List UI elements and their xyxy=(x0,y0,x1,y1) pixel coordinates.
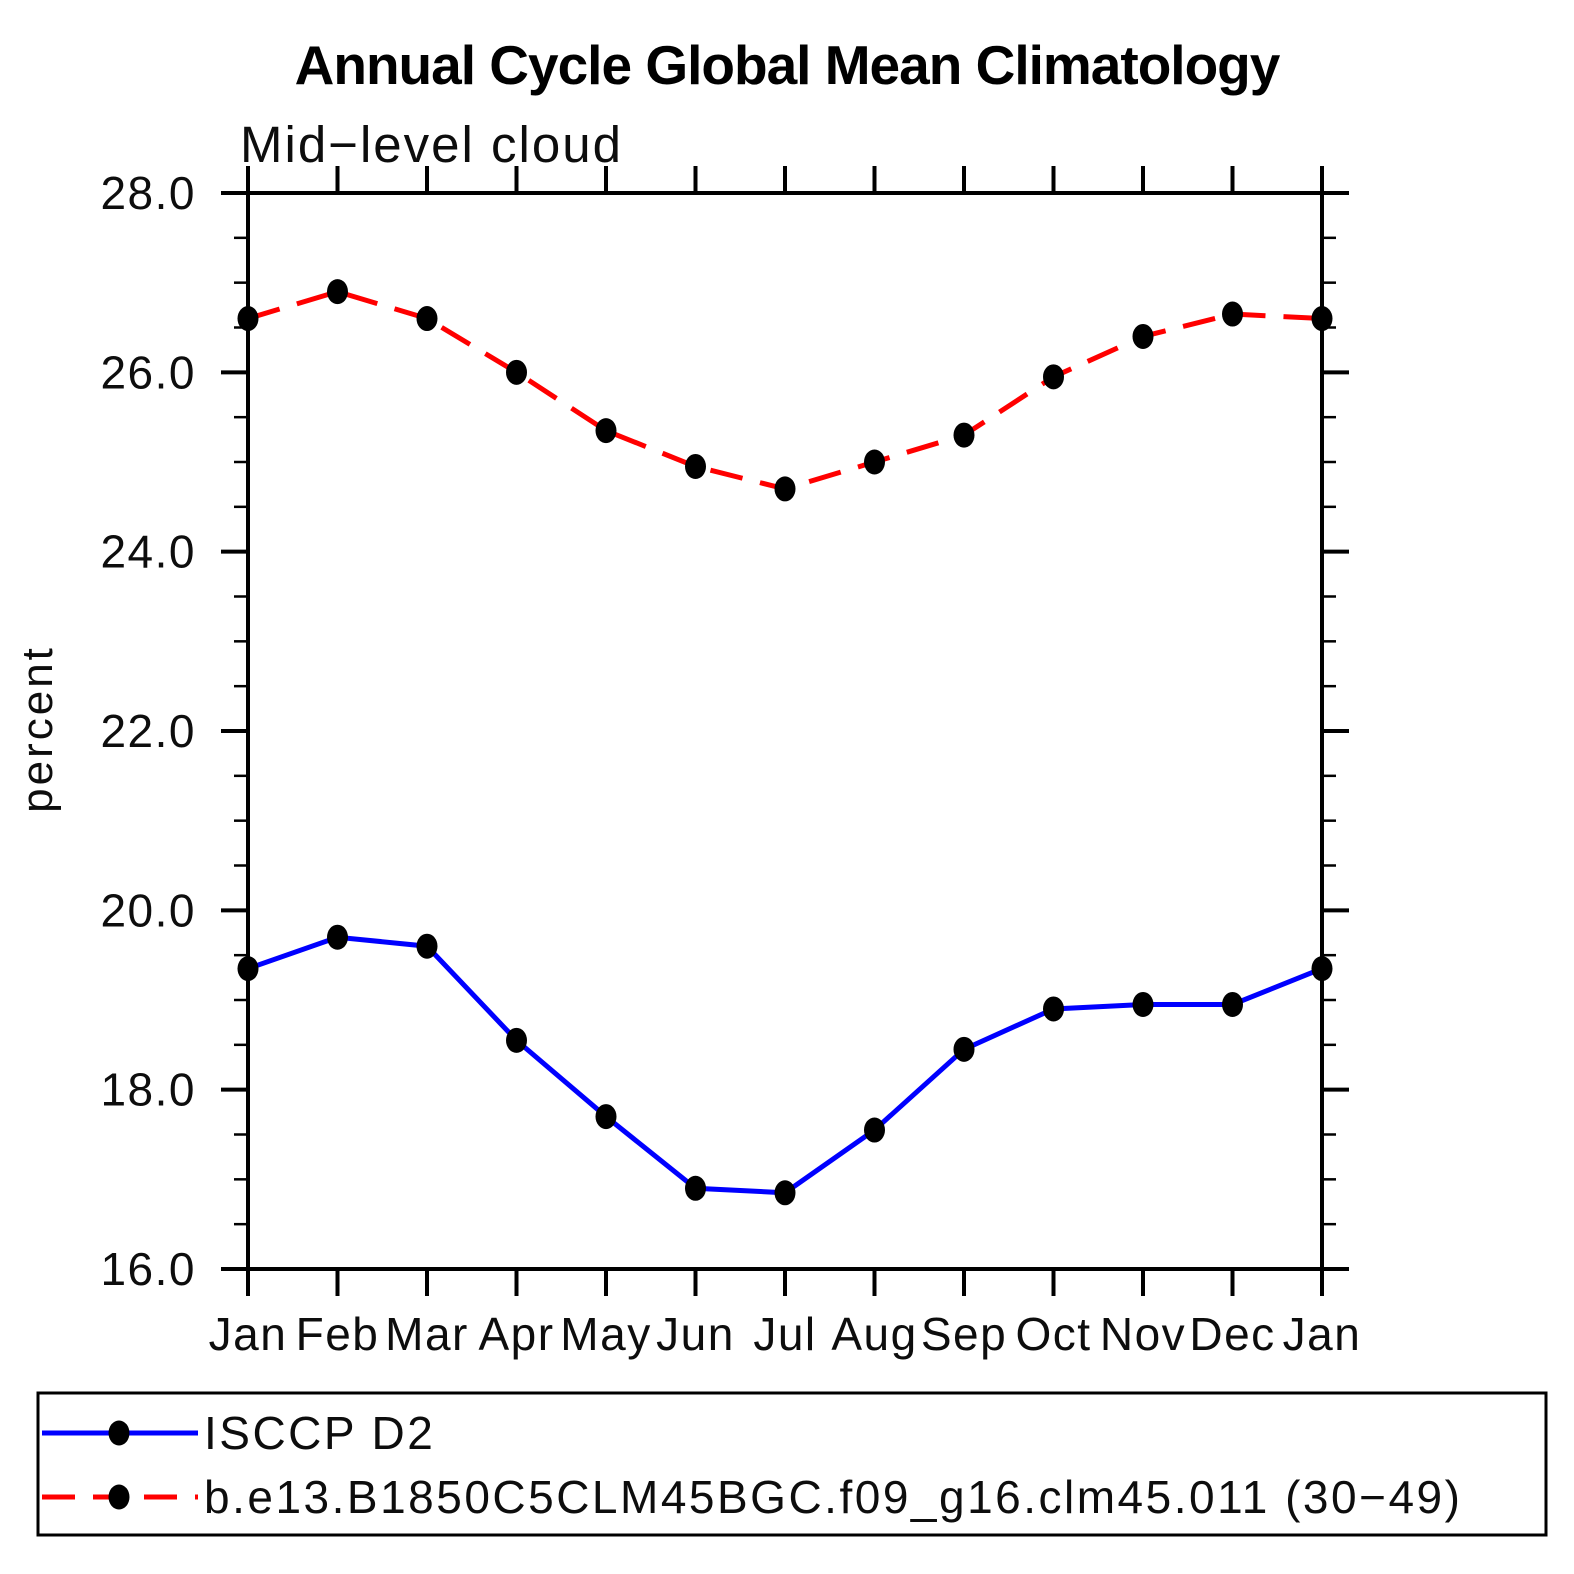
series-line-1 xyxy=(247,289,1323,492)
x-tick-label: Feb xyxy=(296,1308,380,1360)
data-point-marker xyxy=(416,306,438,332)
x-tick-label: Jul xyxy=(753,1308,816,1360)
x-tick-label: Nov xyxy=(1100,1308,1186,1360)
plot-frame xyxy=(246,191,1324,1271)
data-point-marker xyxy=(1132,991,1154,1017)
y-tick-label: 24.0 xyxy=(100,526,196,578)
y-tick-label: 18.0 xyxy=(100,1064,196,1116)
data-point-marker xyxy=(685,453,706,479)
chart-subtitle: Mid−level cloud xyxy=(240,116,623,173)
data-point-marker xyxy=(595,418,617,444)
y-tick-label: 16.0 xyxy=(100,1243,196,1295)
data-point-marker xyxy=(864,1117,885,1143)
axes-layer: Jan Feb Mar Apr May Jun Jul Aug Sep Oct Nov Dec Jan1… xyxy=(100,166,1362,1360)
legend-marker-icon xyxy=(108,1420,130,1446)
data-point-marker xyxy=(864,449,885,475)
y-tick-label: 20.0 xyxy=(100,884,196,936)
data-point-marker xyxy=(774,476,796,502)
legend-label-isccp: ISCCP D2 xyxy=(204,1407,435,1459)
data-point-marker xyxy=(595,1104,617,1130)
data-point-marker xyxy=(685,1175,706,1201)
data-point-marker xyxy=(774,1180,796,1206)
x-tick-label: Mar xyxy=(385,1308,469,1360)
data-point-marker xyxy=(1043,364,1064,390)
x-tick-label: May xyxy=(560,1308,651,1360)
data-point-marker xyxy=(1222,991,1243,1017)
series-line-0 xyxy=(247,934,1323,1196)
legend-box xyxy=(36,1391,1548,1537)
data-point-marker xyxy=(327,279,348,305)
x-tick-label: Jan xyxy=(209,1308,288,1360)
data-point-marker xyxy=(327,924,348,950)
data-point-marker xyxy=(953,1036,975,1062)
page-title: Annual Cycle Global Mean Climatology xyxy=(295,34,1281,96)
data-point-marker xyxy=(506,1027,527,1053)
y-tick-label: 22.0 xyxy=(100,705,196,757)
data-point-marker xyxy=(1043,996,1064,1022)
data-point-marker xyxy=(953,422,975,448)
legend: ISCCP D2 b.e13.B1850C5CLM45BGC.f09_g16.c… xyxy=(36,1391,1548,1537)
data-point-marker xyxy=(506,359,527,385)
x-tick-label: Oct xyxy=(1015,1308,1091,1360)
x-tick-label: Jan xyxy=(1283,1308,1362,1360)
data-point-marker xyxy=(416,933,438,959)
y-tick-label: 28.0 xyxy=(100,167,196,219)
series-layer xyxy=(237,279,1333,1206)
x-tick-label: Aug xyxy=(831,1308,917,1360)
x-tick-label: Jun xyxy=(656,1308,735,1360)
x-tick-label: Sep xyxy=(921,1308,1007,1360)
data-point-marker xyxy=(1132,323,1154,349)
x-tick-label: Dec xyxy=(1189,1308,1275,1360)
y-axis-label: percent xyxy=(13,645,62,813)
y-tick-label: 26.0 xyxy=(100,346,196,398)
x-tick-label: Apr xyxy=(478,1308,554,1360)
data-point-marker xyxy=(1222,301,1243,327)
legend-label-model: b.e13.B1850C5CLM45BGC.f09_g16.clm45.011 … xyxy=(204,1471,1462,1523)
legend-marker-icon xyxy=(108,1484,130,1510)
